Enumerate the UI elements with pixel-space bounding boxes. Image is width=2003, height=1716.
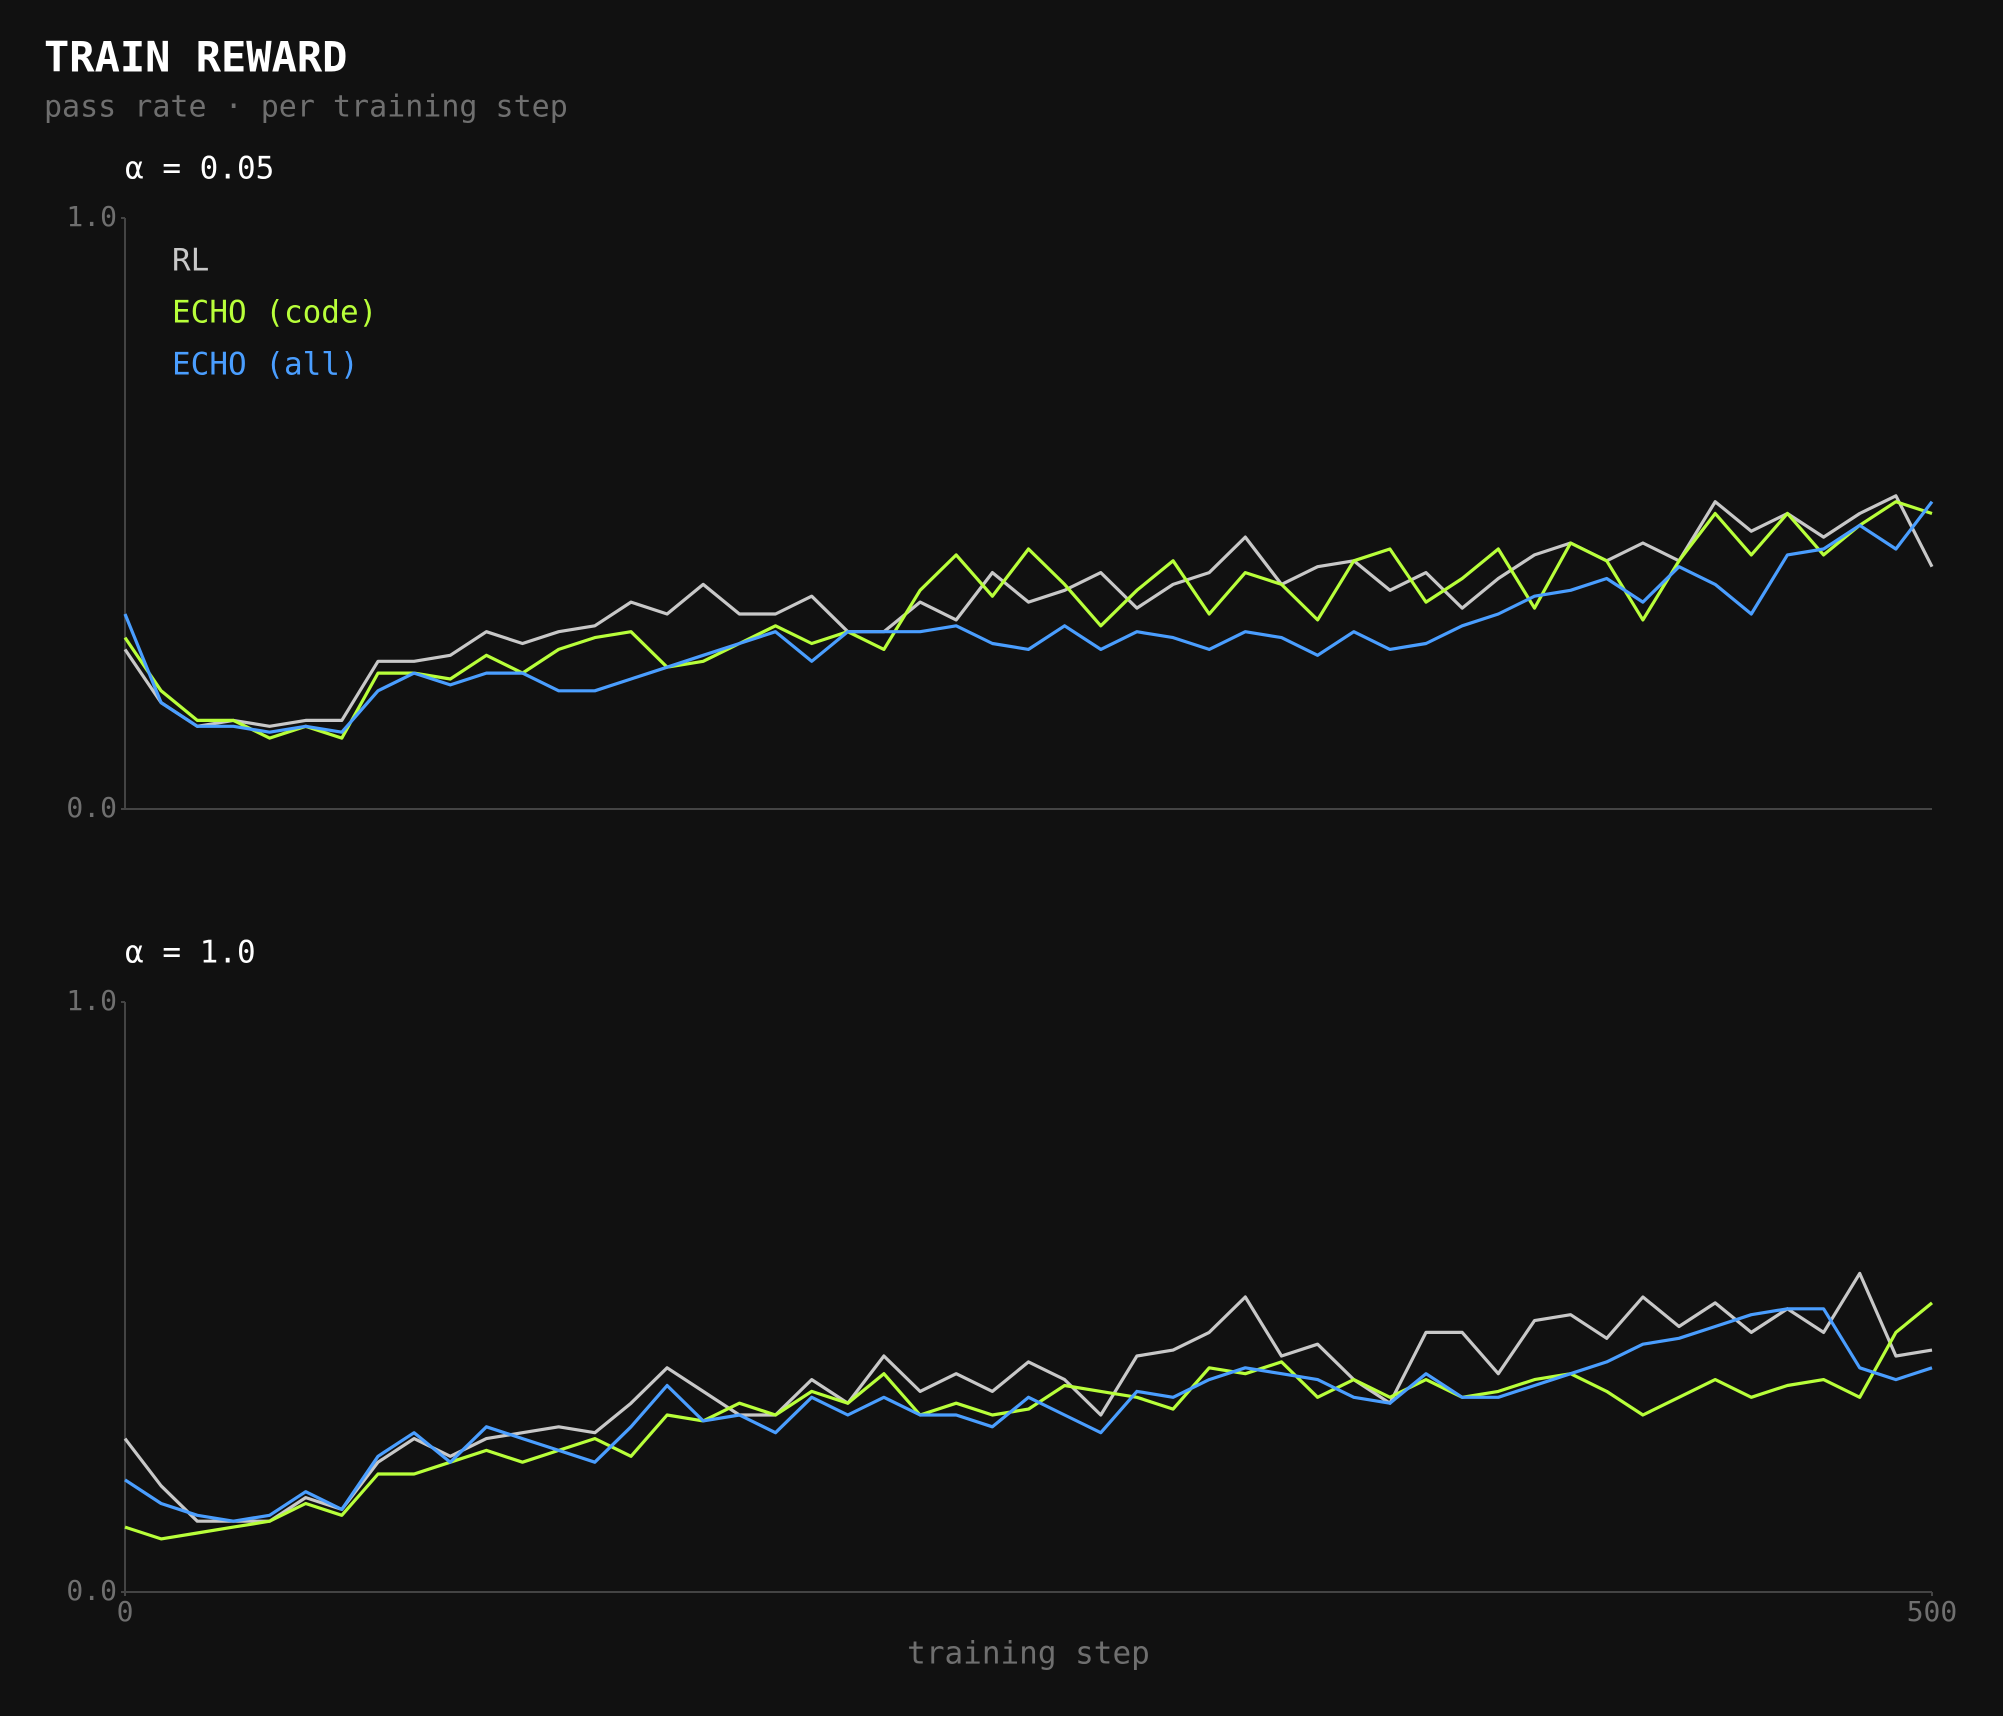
x-axis-label: training step — [907, 1636, 1150, 1672]
x-tick-label: 500 — [1907, 1595, 1958, 1628]
legend-entry: ECHO (all) — [172, 347, 359, 383]
x-tick-label: 0 — [117, 1595, 134, 1628]
page-title: TRAIN REWARD — [44, 33, 347, 82]
series-line — [123, 494, 1934, 728]
page-subtitle: pass rate · per training step — [44, 90, 568, 125]
y-tick-label: 0.0 — [66, 791, 117, 824]
panel-title: α = 1.0 — [125, 935, 256, 971]
legend-entry: RL — [172, 243, 209, 279]
series-line — [124, 1301, 1934, 1541]
series-line — [123, 500, 1934, 734]
legend-entry: ECHO (code) — [172, 295, 377, 331]
y-tick-label: 1.0 — [66, 200, 117, 233]
series-line — [124, 1307, 1933, 1523]
y-tick-label: 1.0 — [66, 984, 117, 1017]
series-line — [123, 500, 1933, 740]
y-tick-label: 0.0 — [66, 1574, 117, 1607]
panel-title: α = 0.05 — [125, 151, 274, 187]
